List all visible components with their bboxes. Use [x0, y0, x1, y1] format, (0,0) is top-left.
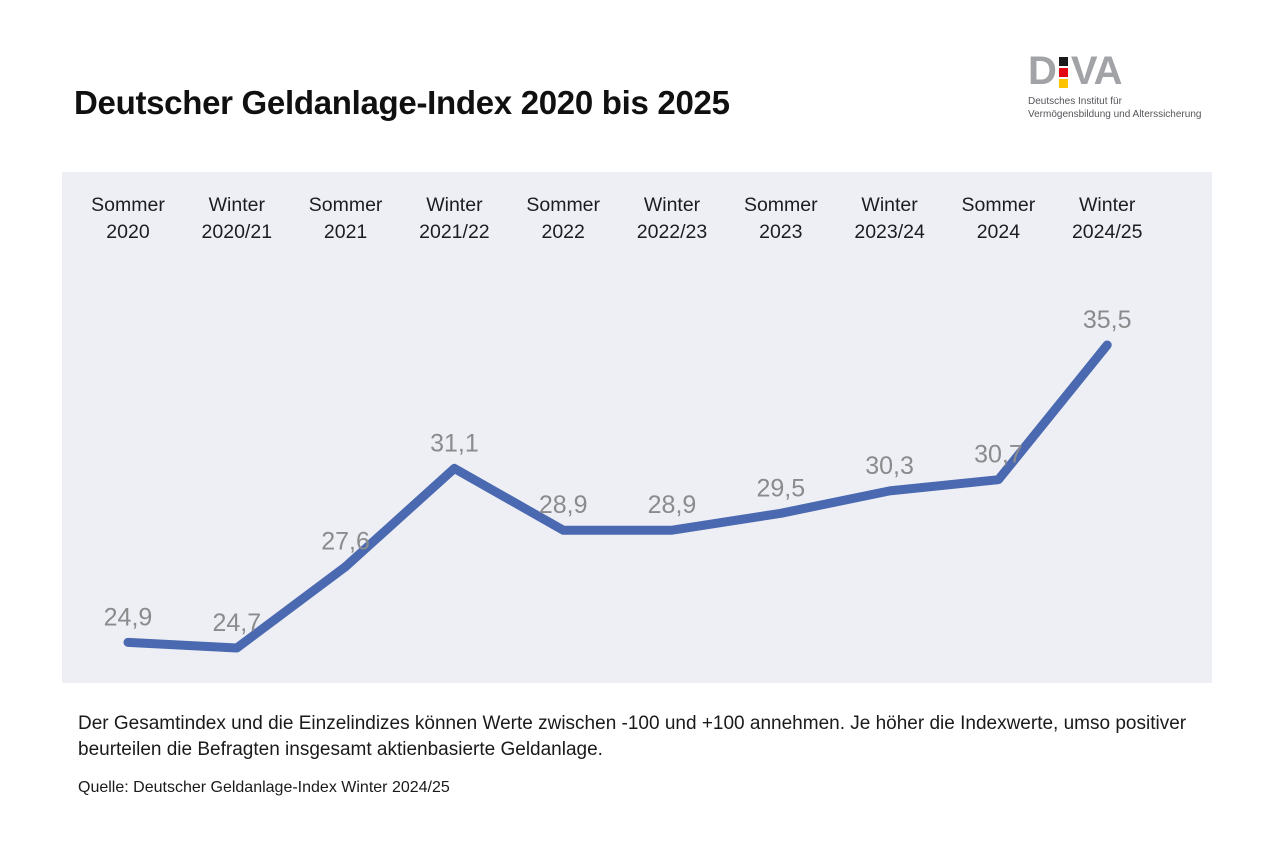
x-axis-label-season: Sommer	[91, 194, 165, 216]
logo-tagline-line1: Deutsches Institut für	[1028, 96, 1122, 107]
value-label: 24,9	[104, 603, 153, 631]
x-axis-label-season: Winter	[1079, 194, 1136, 216]
logo-tagline-line2: Vermögensbildung und Alterssicherung	[1028, 109, 1202, 120]
x-axis-label-season: Winter	[426, 194, 483, 216]
x-axis-label: Sommer 2024	[941, 192, 1055, 246]
value-label: 27,6	[321, 528, 370, 556]
logo-letters-va: VA	[1070, 49, 1123, 93]
value-label: 30,7	[974, 441, 1023, 469]
value-label: 30,3	[865, 452, 914, 480]
chart-panel: Sommer 2020 Winter 2020/21 Sommer 2021 Winter 2…	[62, 172, 1212, 683]
value-label: 29,5	[756, 474, 805, 502]
x-axis-label-year: 2023	[759, 221, 803, 243]
value-label: 35,5	[1083, 306, 1132, 334]
x-axis-label-season: Sommer	[308, 194, 383, 216]
x-axis-label-season: Winter	[208, 194, 265, 216]
diva-logo-wordmark: D VA	[1028, 49, 1201, 93]
diva-logo: D VA Deutsches Institut für Vermögensbil…	[1028, 49, 1201, 121]
page-title: Deutscher Geldanlage-Index 2020 bis 2025	[74, 84, 730, 121]
x-axis-label-year: 2020	[106, 221, 150, 243]
x-axis-label-season: Winter	[861, 194, 918, 216]
x-axis-label-year: 2020/21	[201, 221, 273, 243]
x-axis-label: Sommer 2022	[506, 192, 620, 246]
footnote-line1: Der Gesamtindex und die Einzelindizes kö…	[78, 713, 1187, 734]
value-label: 24,7	[212, 609, 261, 637]
x-axis-label-year: 2023/24	[854, 221, 925, 243]
x-axis-label: Winter 2024/25	[1050, 192, 1164, 246]
x-axis-label-season: Sommer	[961, 194, 1036, 216]
x-axis-label: Sommer 2021	[289, 192, 403, 246]
x-axis-label: Winter 2020/21	[180, 192, 294, 246]
x-axis-label-year: 2021/22	[419, 221, 490, 243]
x-axis-label: Sommer 2020	[71, 192, 185, 246]
footnote: Der Gesamtindex und die Einzelindizes kö…	[78, 711, 1198, 763]
x-axis-label-year: 2024	[976, 221, 1021, 243]
value-labels-group: 24,9 24,7 27,6 31,1 28,9 28,9 29,5 30,3 30,7 35,5	[104, 306, 1132, 637]
source-line: Quelle: Deutscher Geldanlage-Index Winte…	[78, 779, 450, 796]
index-line	[123, 340, 1112, 653]
value-label: 31,1	[430, 429, 479, 457]
footnote-line2: beurteilen die Befragten insgesamt aktie…	[78, 739, 603, 760]
logo-tagline: Deutsches Institut für Vermögensbildung …	[1028, 95, 1201, 121]
logo-letter-d: D	[1028, 49, 1057, 93]
x-axis-label-year: 2024/25	[1071, 221, 1143, 243]
x-axis-label: Winter 2023/24	[833, 192, 947, 246]
value-label: 28,9	[648, 491, 697, 519]
x-axis-label-season: Winter	[643, 194, 701, 216]
x-axis-label-year: 2021	[323, 221, 368, 243]
x-axis-label: Sommer 2023	[724, 192, 838, 246]
x-axis-label: Winter 2021/22	[397, 192, 511, 246]
x-axis-label-year: 2022/23	[636, 221, 708, 243]
line-chart: 24,9 24,7 27,6 31,1 28,9 28,9 29,5 30,3 30,7 35,5	[104, 306, 1132, 653]
x-axis-label: Winter 2022/23	[615, 192, 729, 246]
x-axis-label-season: Sommer	[526, 194, 601, 216]
value-label: 28,9	[539, 491, 588, 519]
x-axis-label-season: Sommer	[743, 194, 818, 216]
german-flag-dots-icon	[1058, 57, 1068, 88]
x-axis-labels: Sommer 2020 Winter 2020/21 Sommer 2021 Winter 2…	[62, 172, 1212, 683]
x-axis-label-year: 2022	[541, 221, 585, 243]
